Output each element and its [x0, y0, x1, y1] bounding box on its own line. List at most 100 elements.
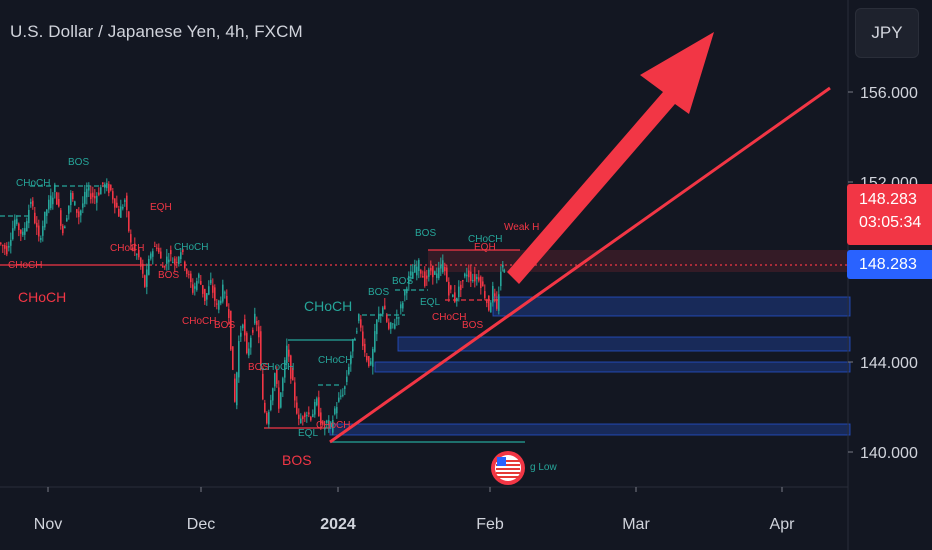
candle-body [420, 270, 422, 274]
candle-body [138, 249, 140, 258]
candle-body [278, 387, 280, 409]
candle-body [344, 386, 346, 389]
candle-body [242, 324, 244, 329]
flag-stripe [496, 476, 520, 478]
candle-body [46, 209, 48, 216]
candle-body [476, 276, 478, 280]
candle-body [82, 203, 84, 208]
candle-body [368, 356, 370, 367]
candle-body [90, 193, 92, 200]
candle-body [350, 355, 352, 365]
supply-zone [428, 250, 848, 272]
candle-body [442, 260, 444, 273]
symbol-title: U.S. Dollar / Japanese Yen, 4h, FXCM [10, 22, 303, 41]
smc-label: CHoCH [468, 234, 502, 245]
last-price-value: 148.283 [859, 191, 917, 208]
us-flag-icon [491, 451, 525, 485]
candle-body [164, 266, 166, 268]
candle-body [166, 256, 168, 264]
candle-body [454, 292, 456, 302]
candle-body [130, 234, 132, 243]
candle-body [104, 184, 106, 188]
candle-body [366, 355, 368, 361]
candle-body [400, 304, 402, 309]
candle-body [478, 277, 480, 281]
x-tick-label: Nov [34, 516, 62, 533]
candle-body [452, 294, 454, 297]
candle-body [226, 295, 228, 307]
candle-body [156, 247, 158, 249]
currency-button[interactable]: JPY [855, 8, 919, 58]
candle-body [170, 250, 172, 255]
smc-label: BOS [158, 270, 179, 281]
candle-body [28, 209, 30, 224]
candle-body [142, 263, 144, 274]
candle-body [26, 221, 28, 232]
candle-body [348, 367, 350, 375]
candle-body [250, 337, 252, 348]
candle-body [108, 183, 110, 193]
smc-label: BOS [248, 362, 269, 373]
candle-body [282, 378, 284, 391]
candle-body [306, 415, 308, 417]
candle-body [128, 211, 130, 231]
candle-body [106, 183, 108, 189]
candle-body [224, 292, 226, 294]
candle-body [418, 260, 420, 272]
candle-body [388, 322, 390, 329]
candle-body [472, 280, 474, 282]
candle-body [88, 187, 90, 191]
candle-body [154, 245, 156, 247]
demand-zone [329, 423, 851, 436]
smc-label: g Low [530, 462, 557, 473]
smc-label: EQH [474, 242, 496, 253]
candle-body [60, 210, 62, 226]
candle-body [370, 361, 372, 365]
candle-body [120, 206, 122, 218]
candle-body [12, 228, 14, 240]
candle-body [246, 333, 248, 354]
candle-body [102, 182, 104, 185]
candle-body [482, 281, 484, 287]
candle-body [438, 267, 440, 279]
smc-label: CHoCH [318, 355, 352, 366]
flag-stripe [496, 464, 520, 466]
candle-body [334, 408, 336, 415]
candle-body [158, 247, 160, 253]
smc-label: EQH [150, 202, 172, 213]
candle-body [18, 223, 20, 231]
candle-body [414, 264, 416, 273]
candle-body [328, 420, 330, 426]
candle-body [318, 397, 320, 417]
candle-body [408, 275, 410, 284]
candle-body [68, 205, 70, 214]
candle-body [378, 313, 380, 320]
candle-body [310, 416, 312, 421]
candle-body [72, 193, 74, 199]
candle-body [54, 184, 56, 193]
candle-body [332, 420, 334, 433]
flag-canton [497, 457, 506, 466]
candle-body [290, 355, 292, 379]
bar-countdown: 03:05:34 [859, 214, 922, 231]
candle-body [38, 225, 40, 237]
candle-body [360, 319, 362, 328]
candle-body [274, 373, 276, 387]
candle-body [288, 349, 290, 357]
candle-body [8, 246, 10, 248]
candle-body [132, 247, 134, 251]
candle-body [434, 271, 436, 275]
candle-body [356, 331, 358, 333]
candle-body [386, 314, 388, 322]
candle-body [326, 420, 328, 423]
candle-body [230, 310, 232, 350]
candle-body [432, 265, 434, 278]
candle-body [500, 271, 502, 287]
candle-body [50, 195, 52, 209]
candle-body [206, 293, 208, 300]
candle-body [486, 299, 488, 304]
candle-body [66, 218, 68, 222]
candle-body [430, 267, 432, 271]
candle-body [10, 239, 12, 246]
